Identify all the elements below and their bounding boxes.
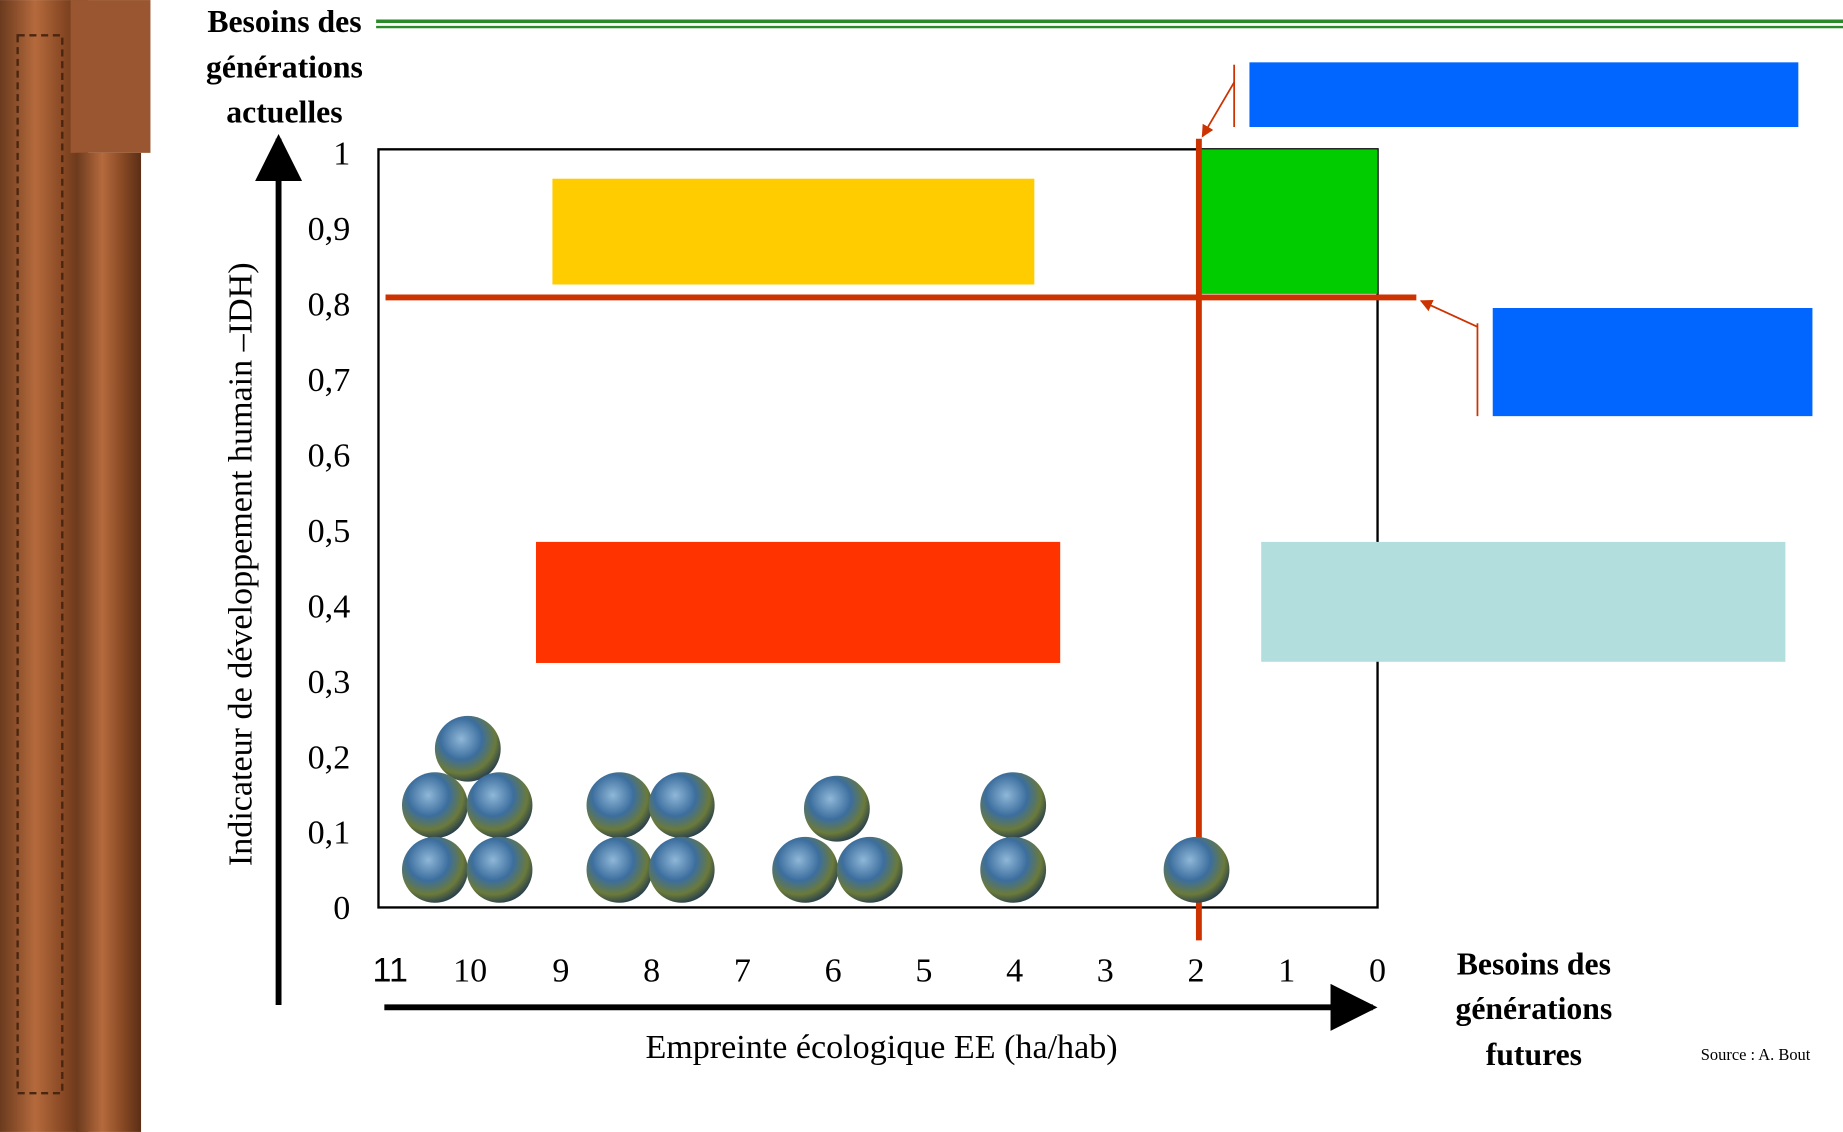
source: Source : A. Bout — [1701, 1045, 1811, 1064]
x-tick-label: 5 — [915, 952, 932, 989]
zone-box — [1201, 149, 1378, 294]
plot-frame — [377, 148, 1379, 909]
x-tick-label: 6 — [825, 952, 842, 989]
y-tick-label: 0 — [333, 890, 350, 927]
zone-box — [1261, 541, 1786, 662]
globe-icon — [401, 836, 468, 903]
globe-icon — [980, 772, 1047, 839]
y-tick-label: 0,4 — [308, 588, 351, 625]
x-tick-label: 3 — [1097, 952, 1114, 989]
callout-box — [1492, 308, 1813, 417]
globe-icon — [803, 775, 870, 842]
y-tick-label: 0,7 — [308, 362, 351, 399]
axis-end-label: générations — [1455, 991, 1612, 1026]
y-tick-label: 0,8 — [308, 287, 351, 324]
x-axis-label: Empreinte écologique EE (ha/hab) — [645, 1029, 1117, 1066]
globe-icon — [836, 836, 903, 903]
x-tick-label: 9 — [552, 952, 569, 989]
x-tick-label: 11 — [373, 951, 408, 989]
axis-end-label: Besoins des — [1457, 946, 1611, 981]
callout-box — [1249, 62, 1799, 127]
globe-icon — [648, 772, 715, 839]
zone-box — [535, 541, 1061, 663]
zone-box — [552, 178, 1035, 285]
callout-arrow — [1201, 81, 1235, 138]
globe-icon — [466, 772, 533, 839]
globe-icon — [980, 836, 1047, 903]
y-tick-label: 0,6 — [308, 437, 351, 474]
x-tick-label: 8 — [643, 952, 660, 989]
y-axis-label: Indicateur de développement humain –IDH) — [223, 262, 260, 866]
callout-arrow — [1419, 299, 1478, 328]
y-tick-label: 0,3 — [308, 664, 351, 701]
y-tick-label: 0,2 — [308, 739, 351, 776]
axis-end-label: générations — [206, 50, 363, 85]
globe-icon — [401, 772, 468, 839]
globe-icon — [586, 836, 653, 903]
axis-end-label: futures — [1486, 1037, 1582, 1072]
x-tick-label: 10 — [453, 952, 487, 989]
globe-icon — [648, 836, 715, 903]
x-tick-label: 0 — [1369, 952, 1386, 989]
y-tick-label: 0,9 — [308, 211, 351, 248]
y-tick-label: 1 — [333, 136, 350, 173]
globe-icon — [434, 715, 501, 782]
axis-end-label: actuelles — [226, 94, 342, 129]
x-tick-label: 1 — [1278, 952, 1295, 989]
x-tick-label: 4 — [1006, 952, 1023, 989]
y-tick-label: 0,5 — [308, 513, 351, 550]
x-tick-label: 7 — [734, 952, 751, 989]
globe-icon — [1163, 836, 1230, 903]
axis-end-label: Besoins des — [207, 4, 361, 39]
y-tick-label: 0,1 — [308, 815, 351, 852]
x-tick-label: 2 — [1188, 952, 1205, 989]
pillar — [0, 0, 151, 1132]
globe-icon — [586, 772, 653, 839]
globe-icon — [772, 836, 839, 903]
globe-icon — [466, 836, 533, 903]
